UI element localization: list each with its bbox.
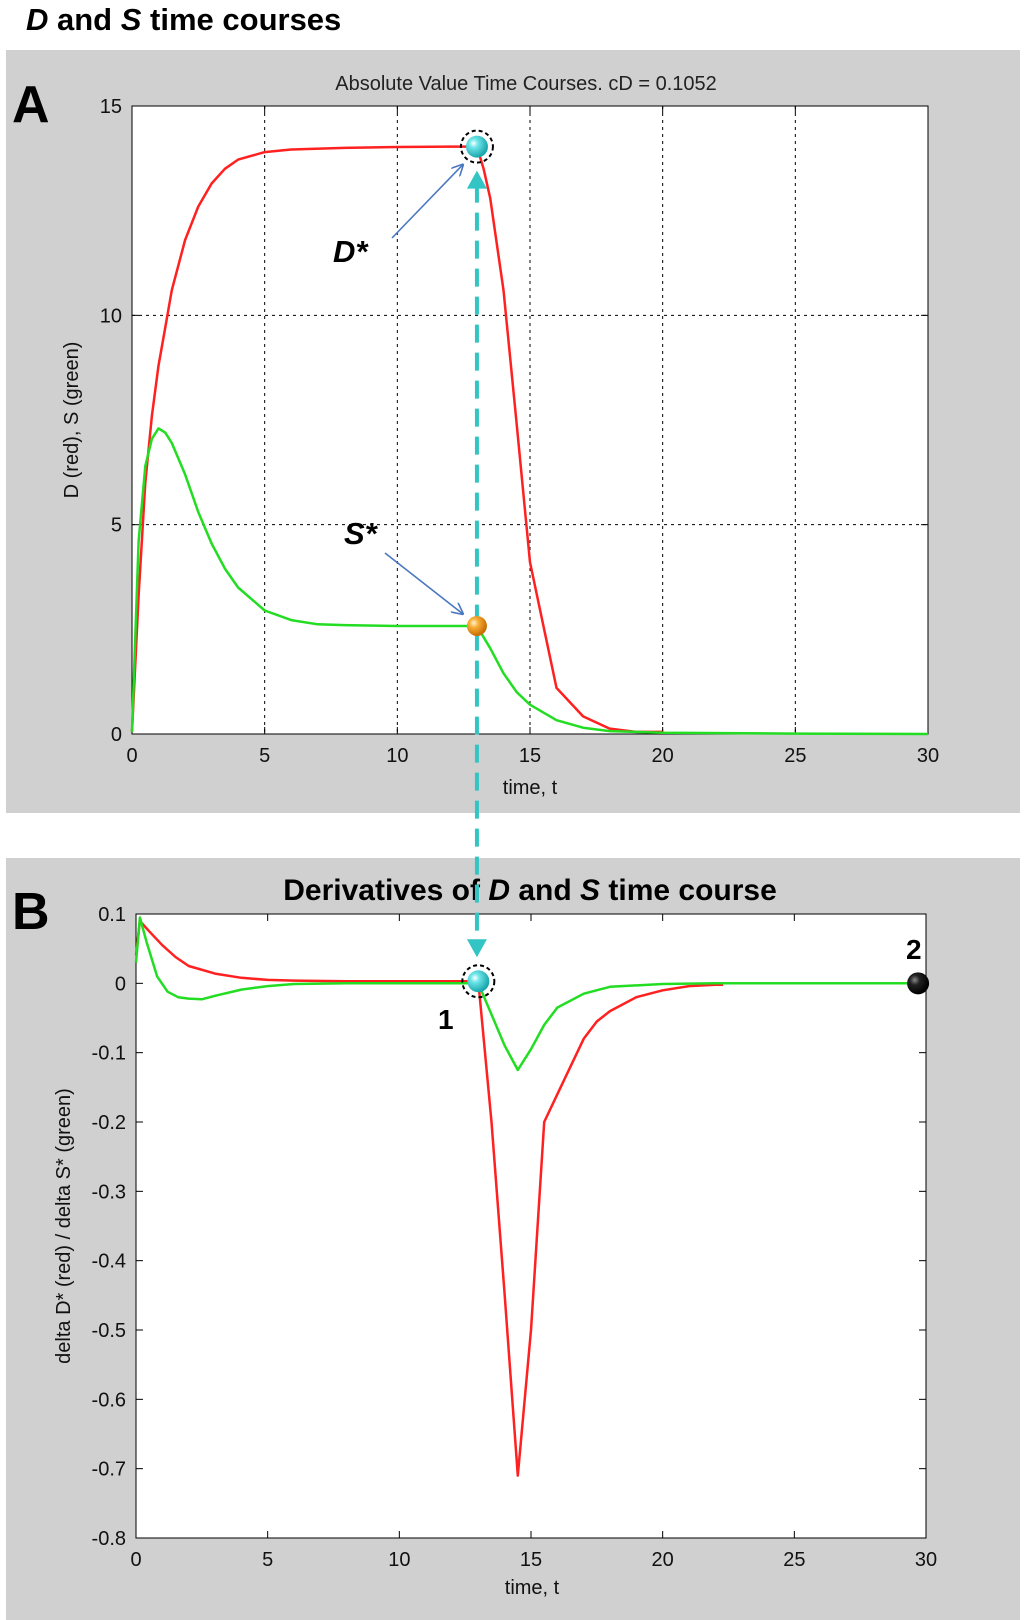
panel-a-ytick-label: 15 xyxy=(100,96,122,118)
panel-b-ytick-label: -0.8 xyxy=(92,1528,126,1550)
point-1-marker-ring xyxy=(461,964,496,999)
d-star-pointer-arrow xyxy=(391,165,463,239)
panel-b-letter: B xyxy=(12,883,50,941)
panel-b-xtick-label: 25 xyxy=(783,1549,805,1571)
panel-a-letter: A xyxy=(12,76,50,134)
d-star-marker-ring xyxy=(459,129,494,164)
connector-arrowhead-up xyxy=(466,170,487,189)
s-star-marker xyxy=(466,615,487,636)
panel-b-title-p1: Derivatives of xyxy=(283,874,488,907)
panel-b-ytick-label: -0.1 xyxy=(92,1043,126,1065)
figure-title: D and S time courses xyxy=(26,2,341,37)
panel-b-series-deltas-line xyxy=(134,916,926,1072)
point-1-label: 1 xyxy=(438,1004,454,1035)
annotations-overlay: D* S* 1 2 xyxy=(333,129,930,1035)
panel-b-title: Derivatives of D and S time course xyxy=(283,874,777,907)
panel-b-ylabel: delta D* (red) / delta S* (green) xyxy=(53,1088,75,1364)
panel-a-plot-area xyxy=(131,105,929,735)
panel-a-xtick-label: 20 xyxy=(652,745,674,767)
panel-a-ytick-label: 5 xyxy=(111,515,122,537)
panel-a-ytick-label: 10 xyxy=(100,305,122,327)
panel-b-xlabel: time, t xyxy=(505,1577,560,1599)
figure-title-s: S xyxy=(121,2,142,37)
panel-a-xtick-label: 10 xyxy=(386,745,408,767)
figure-title-and: and xyxy=(48,2,120,37)
point-1-marker xyxy=(467,970,490,993)
figure-title-rest: time courses xyxy=(141,2,341,37)
panel-a-ticks: 0 5 10 15 20 25 30 0 5 10 15 xyxy=(100,96,939,767)
panel-a-xtick-label: 5 xyxy=(259,745,270,767)
panel-a-series-s-line xyxy=(130,427,929,736)
panel-b-title-d: D xyxy=(488,874,510,907)
d-star-marker xyxy=(465,135,488,158)
figure-title-d: D xyxy=(26,2,48,37)
connector-arrowhead-down xyxy=(466,939,487,958)
panel-b-series xyxy=(134,916,926,1477)
panel-b-ytick-label: -0.2 xyxy=(92,1112,126,1134)
panel-b-ytick-label: 0.1 xyxy=(98,904,126,926)
panel-a-xlabel: time, t xyxy=(503,777,558,799)
panel-b-ytick-label: -0.3 xyxy=(92,1181,126,1203)
panel-a-xtick-label: 0 xyxy=(126,745,137,767)
panel-b-ytick-label: -0.5 xyxy=(92,1320,126,1342)
panel-a-ylabel: D (red), S (green) xyxy=(61,342,83,499)
panel-b-plot-area xyxy=(135,913,927,1539)
panel-b-xtick-label: 30 xyxy=(915,1549,937,1571)
panel-b-xtick-label: 15 xyxy=(520,1549,542,1571)
panel-b-ticks: 0 5 10 15 20 25 30 0.1 0 -0.1 -0.2 -0.3 -0.4 -0.5 -0.6… xyxy=(92,904,938,1571)
panel-b-ytick-label: 0 xyxy=(115,973,126,995)
panel-b-ytick-label: -0.4 xyxy=(92,1251,126,1273)
panel-b-ytick-label: -0.7 xyxy=(92,1459,126,1481)
panel-a-xtick-label: 15 xyxy=(519,745,541,767)
panel-b-series-deltad-line xyxy=(134,919,724,1477)
panel-a-ytick-label: 0 xyxy=(111,724,122,746)
panel-b-xtick-label: 10 xyxy=(388,1549,410,1571)
s-star-pointer-arrow xyxy=(384,552,463,614)
panel-b-xtick-label: 5 xyxy=(262,1549,273,1571)
panel-b-title-s: S xyxy=(580,874,600,907)
panel-a-xtick-label: 30 xyxy=(917,745,939,767)
panel-b: B Derivatives of D and S time course 0 5 1… xyxy=(6,858,1020,1620)
panel-a-title: Absolute Value Time Courses. cD = 0.1052 xyxy=(335,73,717,95)
panel-a-series-d-line xyxy=(130,145,663,734)
panel-a: A Absolute Value Time Courses. cD = 0.10… xyxy=(6,50,1020,813)
panel-b-xtick-label: 0 xyxy=(130,1549,141,1571)
point-2-label: 2 xyxy=(906,934,922,965)
s-star-label: S* xyxy=(344,516,379,551)
panel-a-xtick-label: 25 xyxy=(784,745,806,767)
d-star-label: D* xyxy=(333,234,369,269)
panel-a-series xyxy=(130,145,929,736)
panel-b-xtick-label: 20 xyxy=(652,1549,674,1571)
point-2-marker xyxy=(907,972,930,995)
panel-b-title-p3: time course xyxy=(600,874,777,907)
panel-b-ytick-label: -0.6 xyxy=(92,1389,126,1411)
panel-b-title-p2: and xyxy=(510,874,580,907)
